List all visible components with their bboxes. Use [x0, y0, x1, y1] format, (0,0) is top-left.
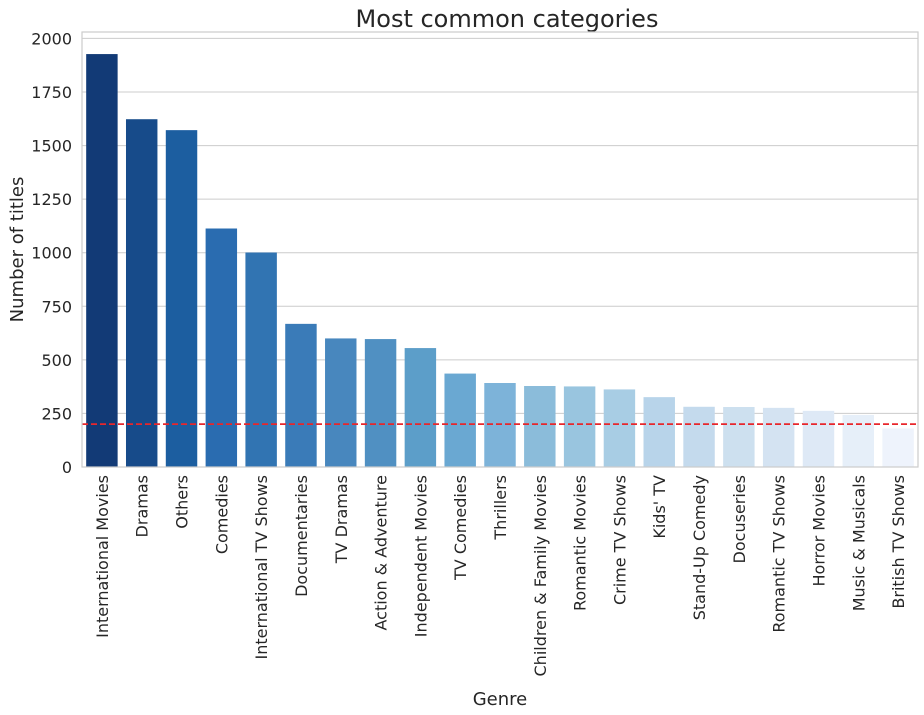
- x-tick-label: Thrillers: [491, 475, 510, 541]
- bar: [882, 428, 914, 467]
- x-axis-label: Genre: [473, 689, 528, 710]
- bar: [245, 252, 277, 467]
- chart-title: Most common categories: [356, 5, 659, 33]
- x-tick-label: Independent Movies: [411, 475, 430, 637]
- bar: [524, 386, 556, 467]
- y-tick-label: 1500: [31, 137, 72, 156]
- x-tick-label: Horror Movies: [809, 475, 828, 586]
- bar: [563, 386, 596, 467]
- x-tick-label: Romantic TV Shows: [770, 475, 789, 633]
- bar: [723, 407, 755, 467]
- x-tick-label: International TV Shows: [252, 475, 271, 660]
- x-tick-label: Romantic Movies: [571, 475, 590, 611]
- y-tick-label: 1000: [31, 244, 72, 263]
- plot-frame: [81, 31, 919, 468]
- bar: [165, 130, 198, 467]
- x-tick-label: Action & Adventure: [372, 475, 391, 631]
- x-tick-label: Comedies: [212, 475, 231, 554]
- bar: [325, 338, 357, 467]
- y-tick-label: 1250: [31, 190, 72, 209]
- x-tick-label: TV Comedies: [451, 475, 470, 581]
- x-tick-label: Documentaries: [292, 475, 311, 597]
- x-tick-label: Stand-Up Comedy: [690, 475, 709, 620]
- bar: [364, 339, 397, 467]
- bar: [802, 410, 835, 467]
- x-tick-label: Crime TV Shows: [610, 475, 629, 605]
- y-axis-label: Number of titles: [7, 177, 28, 323]
- bar: [404, 348, 437, 467]
- y-tick-label: 750: [41, 297, 72, 316]
- x-tick-label: Docuseries: [730, 475, 749, 563]
- x-tick-label: Music & Musicals: [849, 475, 868, 611]
- y-tick-label: 0: [62, 458, 72, 477]
- y-tick-label: 1750: [31, 83, 72, 102]
- bar: [683, 406, 715, 467]
- bar: [762, 407, 795, 467]
- bars: [86, 54, 914, 467]
- bar: [86, 54, 118, 467]
- bar: [285, 323, 317, 467]
- bar: [205, 228, 238, 467]
- x-tick-label: Kids' TV: [650, 475, 669, 539]
- x-tick-label: International Movies: [93, 475, 112, 638]
- x-tick-label: Others: [173, 475, 192, 529]
- bar: [125, 119, 158, 467]
- y-tick-labels: 0 250 500 750 1000 1250 1500 1750 2000: [31, 29, 72, 477]
- x-tick-label: British TV Shows: [889, 475, 908, 609]
- bar: [603, 389, 636, 467]
- bar: [643, 397, 675, 467]
- x-tick-label: Children & Family Movies: [531, 475, 550, 676]
- y-tick-label: 250: [41, 404, 72, 423]
- x-tick-labels: International Movies Dramas Others Comedies…: [93, 475, 908, 677]
- x-tick-label: TV Dramas: [332, 475, 351, 564]
- bar: [444, 373, 476, 467]
- x-tick-label: Dramas: [133, 475, 152, 537]
- y-tick-label: 2000: [31, 29, 72, 48]
- y-tick-label: 500: [41, 351, 72, 370]
- bar: [842, 414, 875, 467]
